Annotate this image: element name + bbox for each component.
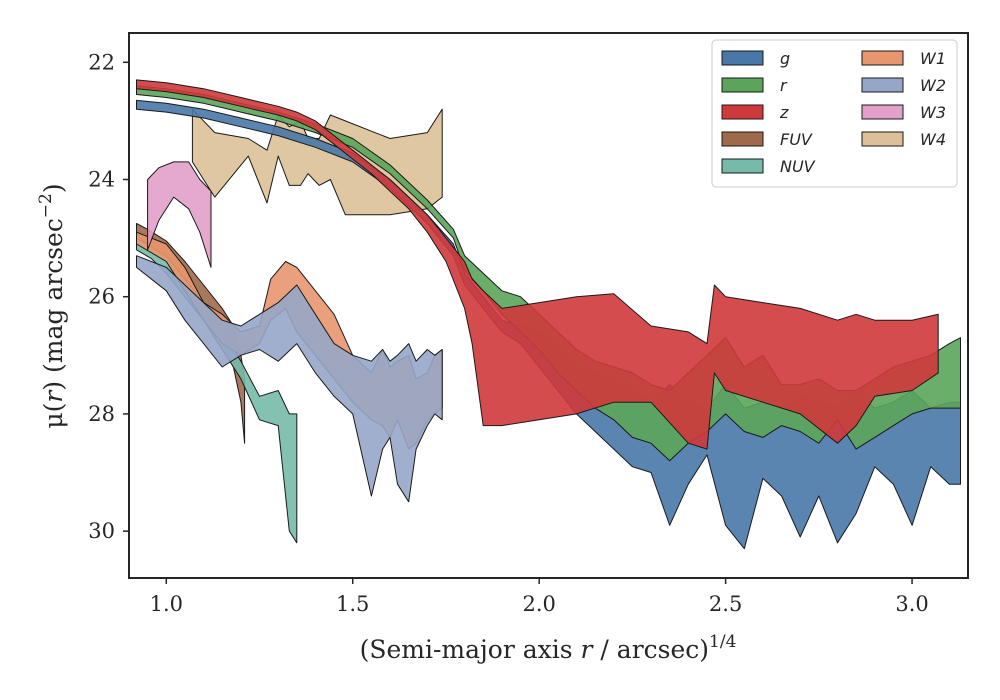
legend-swatch-fuv: [721, 131, 764, 147]
y-axis-label-rest: ) (mag arcsec: [39, 218, 68, 391]
y-tick-label: 24: [88, 168, 115, 192]
x-tick-label: 1.0: [150, 592, 183, 616]
x-axis-label-sup: 1/4: [709, 632, 736, 652]
x-axis-label-var: r: [581, 635, 595, 664]
legend-swatch-g: [721, 50, 764, 66]
legend-label-w1: W1: [920, 49, 946, 68]
x-tick-label: 2.0: [522, 592, 555, 616]
y-tick-label: 30: [88, 519, 115, 543]
legend-label-z: z: [779, 103, 789, 122]
profile-bands: [136, 79, 961, 550]
y-tick-label: 26: [88, 285, 115, 309]
y-tick-label: 22: [88, 50, 115, 74]
legend-label-w2: W2: [920, 76, 946, 95]
plot-frame: [128, 32, 969, 579]
y-axis-label-var: r: [39, 389, 68, 403]
x-axis-label-main: (Semi-major axis: [360, 635, 581, 664]
band-w3: [147, 161, 212, 268]
legend-swatch-z: [721, 104, 764, 120]
x-axis-label-rest: / arcsec): [592, 635, 709, 664]
x-axis-label: (Semi-major axis r / arcsec)1/4: [360, 632, 737, 664]
legend-label-w4: W4: [920, 130, 946, 149]
x-axis-ticks: 1.0 1.5 2.0 2.5 3.0: [150, 578, 929, 616]
legend-label-r: r: [780, 76, 788, 95]
legend-label-g: g: [780, 49, 790, 68]
legend-swatch-w4: [861, 131, 904, 147]
y-axis-label: μ(r) (mag arcsec−2): [36, 183, 68, 428]
band-w2: [136, 255, 443, 503]
x-tick-label: 1.5: [336, 592, 369, 616]
y-axis-label-mu: μ(: [39, 403, 68, 429]
y-axis-label-close: ): [39, 183, 68, 193]
x-tick-label: 2.5: [709, 592, 742, 616]
legend-swatch-w3: [861, 104, 904, 120]
legend-label-w3: W3: [920, 103, 946, 122]
y-axis-ticks: 22 24 26 28 30: [88, 50, 129, 543]
legend-swatch-r: [721, 77, 764, 93]
y-axis-label-sup: −2: [36, 193, 56, 218]
y-tick-label: 28: [88, 402, 115, 426]
legend-label-nuv: NUV: [780, 157, 816, 176]
legend-label-fuv: FUV: [780, 130, 813, 149]
legend-swatch-nuv: [721, 158, 764, 174]
legend-swatch-w2: [861, 77, 904, 93]
legend-swatch-w1: [861, 50, 904, 66]
legend-items: grz FUV NUV W1 W2 W3 W4: [721, 49, 946, 176]
band-z: [136, 79, 939, 450]
x-tick-label: 3.0: [895, 592, 928, 616]
legend: grz FUV NUV W1 W2 W3 W4: [711, 39, 958, 188]
legend-frame: [711, 39, 958, 188]
